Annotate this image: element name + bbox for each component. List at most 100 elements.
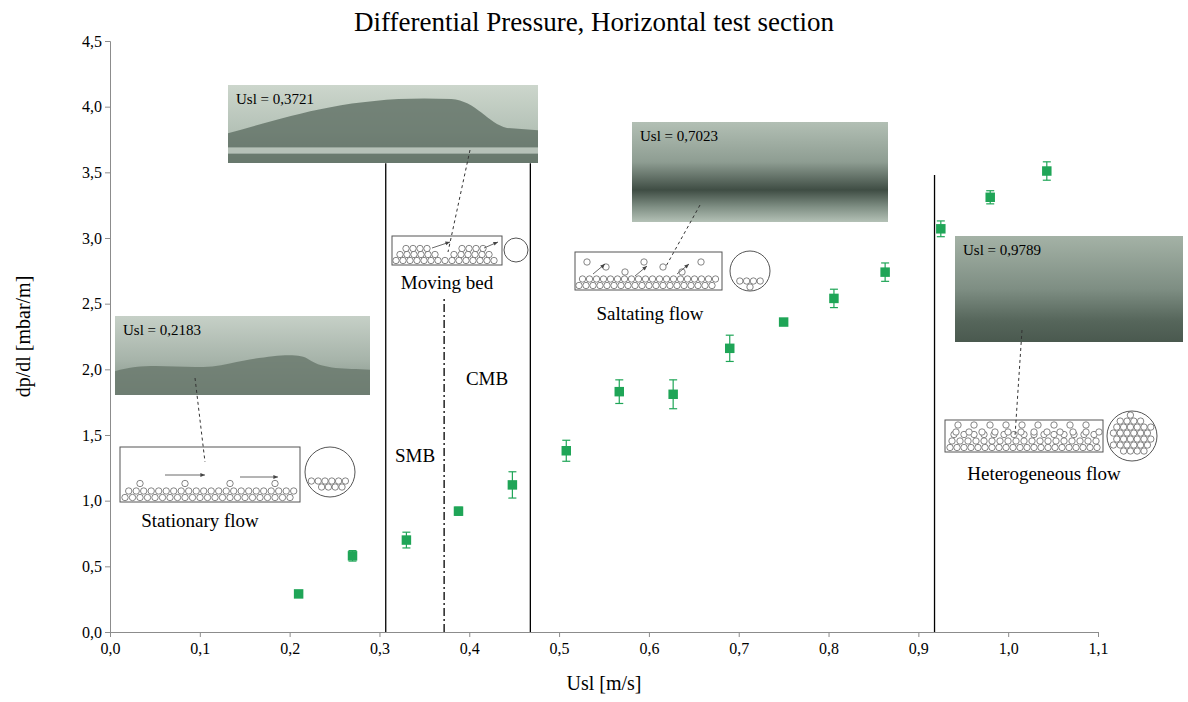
schematic-particle	[1144, 430, 1150, 436]
photo-label: Usl = 0,2183	[123, 322, 201, 338]
schematic-particle	[182, 480, 188, 486]
y-tick: 1,0	[82, 492, 110, 509]
schematic-particle	[291, 488, 297, 494]
error-bar-cap	[508, 471, 516, 472]
schematic-particle	[1053, 438, 1059, 444]
y-axis-line	[105, 42, 111, 633]
data-point	[454, 506, 463, 515]
y-tick: 0,0	[82, 624, 110, 641]
schematic-particle	[159, 494, 165, 500]
schematic-particle	[315, 478, 321, 484]
schematic-arrowhead	[684, 264, 689, 268]
error-bar-cap	[669, 408, 677, 409]
error-bar-cap	[1043, 161, 1051, 162]
schematic-particle	[1067, 422, 1073, 428]
schematic-particle	[197, 494, 203, 500]
schematic-particle	[597, 282, 603, 288]
schematic-particle	[961, 444, 967, 450]
schematic-particle	[576, 282, 582, 288]
error-bar-cap	[562, 440, 570, 441]
photo: Usl = 0,9789	[955, 236, 1183, 342]
y-tick-label: 4,0	[82, 98, 102, 115]
schematic-particle	[1069, 438, 1075, 444]
schematic-particle	[1024, 444, 1030, 450]
schematic-particle	[632, 282, 638, 288]
error-bar-cap	[986, 203, 994, 204]
error-bar	[454, 507, 462, 515]
photo: Usl = 0,3721	[228, 85, 538, 163]
schematic-particle	[600, 276, 606, 282]
schematic-particle	[1141, 424, 1147, 430]
schematic-particle	[219, 494, 225, 500]
schematic-particle	[486, 251, 492, 257]
x-tick-mark	[290, 632, 291, 637]
error-bar-cap	[402, 547, 410, 548]
schematic-particle	[628, 276, 634, 282]
schematic-section	[305, 447, 355, 497]
x-tick-label: 0,9	[909, 640, 929, 657]
x-tick: 0,0	[101, 632, 121, 657]
schematic-particle	[947, 444, 953, 450]
schematic-particle	[470, 257, 476, 263]
schematic-particle	[677, 276, 683, 282]
schematic-particle	[989, 438, 995, 444]
schematic-particle	[621, 276, 627, 282]
x-tick: 0,1	[190, 632, 210, 657]
photo-image	[228, 85, 538, 163]
schematic-particle	[133, 488, 139, 494]
x-tick: 0,2	[280, 632, 300, 657]
schematic-particle	[473, 245, 479, 251]
schematic-particle	[242, 494, 248, 500]
x-tick-label: 1,0	[999, 640, 1019, 657]
schematic-particle	[953, 429, 959, 435]
photo-bed	[228, 98, 538, 163]
schematic-particle	[982, 444, 988, 450]
error-bar	[881, 263, 889, 281]
y-tick-label: 1,5	[82, 427, 102, 444]
schematic-particle	[1117, 430, 1123, 436]
regime-label: CMB	[466, 368, 508, 389]
error-bar-cap	[726, 361, 734, 362]
photo-pipe-wall	[228, 147, 538, 153]
schematic-particle	[965, 438, 971, 444]
error-bar-cap	[669, 379, 677, 380]
schematic-particle	[393, 257, 399, 263]
schematic-particle	[272, 480, 278, 486]
schematic-particle	[646, 282, 652, 288]
schematic-particle	[1124, 418, 1130, 424]
schematic-particle	[193, 488, 199, 494]
x-tick: 0,7	[729, 632, 749, 657]
schematic-particle	[332, 484, 338, 490]
schematic-particle	[318, 484, 324, 490]
regime-boundary	[385, 163, 386, 632]
schematic-particle	[1010, 444, 1016, 450]
schematic-particle	[126, 488, 132, 494]
schematic-particle	[335, 478, 341, 484]
schematic-particle	[246, 488, 252, 494]
schematic-particle	[253, 488, 259, 494]
schematic-moving	[392, 236, 528, 265]
schematic-particle	[989, 444, 995, 450]
schematic-particle	[1059, 444, 1065, 450]
schematic-particle	[458, 251, 464, 257]
error-bar	[830, 289, 838, 307]
schematic-particle	[590, 282, 596, 288]
schematic-particle	[695, 282, 701, 288]
y-tick-label: 2,5	[82, 295, 102, 312]
schematic-stationary	[120, 447, 355, 502]
error-bar	[615, 380, 623, 404]
x-tick: 0,4	[460, 632, 480, 657]
schematic-particle	[182, 494, 188, 500]
schematic-particle	[411, 251, 417, 257]
schematic-particle	[276, 488, 282, 494]
schematic-particle	[227, 480, 233, 486]
schematic-particle	[148, 488, 154, 494]
schematic-particle	[1137, 430, 1143, 436]
schematic-particle	[1134, 436, 1140, 442]
schematic-particle	[137, 480, 143, 486]
schematic-particle	[641, 259, 647, 265]
schematic-particle	[642, 276, 648, 282]
schematic-particle	[163, 488, 169, 494]
data-point	[508, 480, 517, 489]
y-tick: 3,5	[82, 164, 110, 181]
